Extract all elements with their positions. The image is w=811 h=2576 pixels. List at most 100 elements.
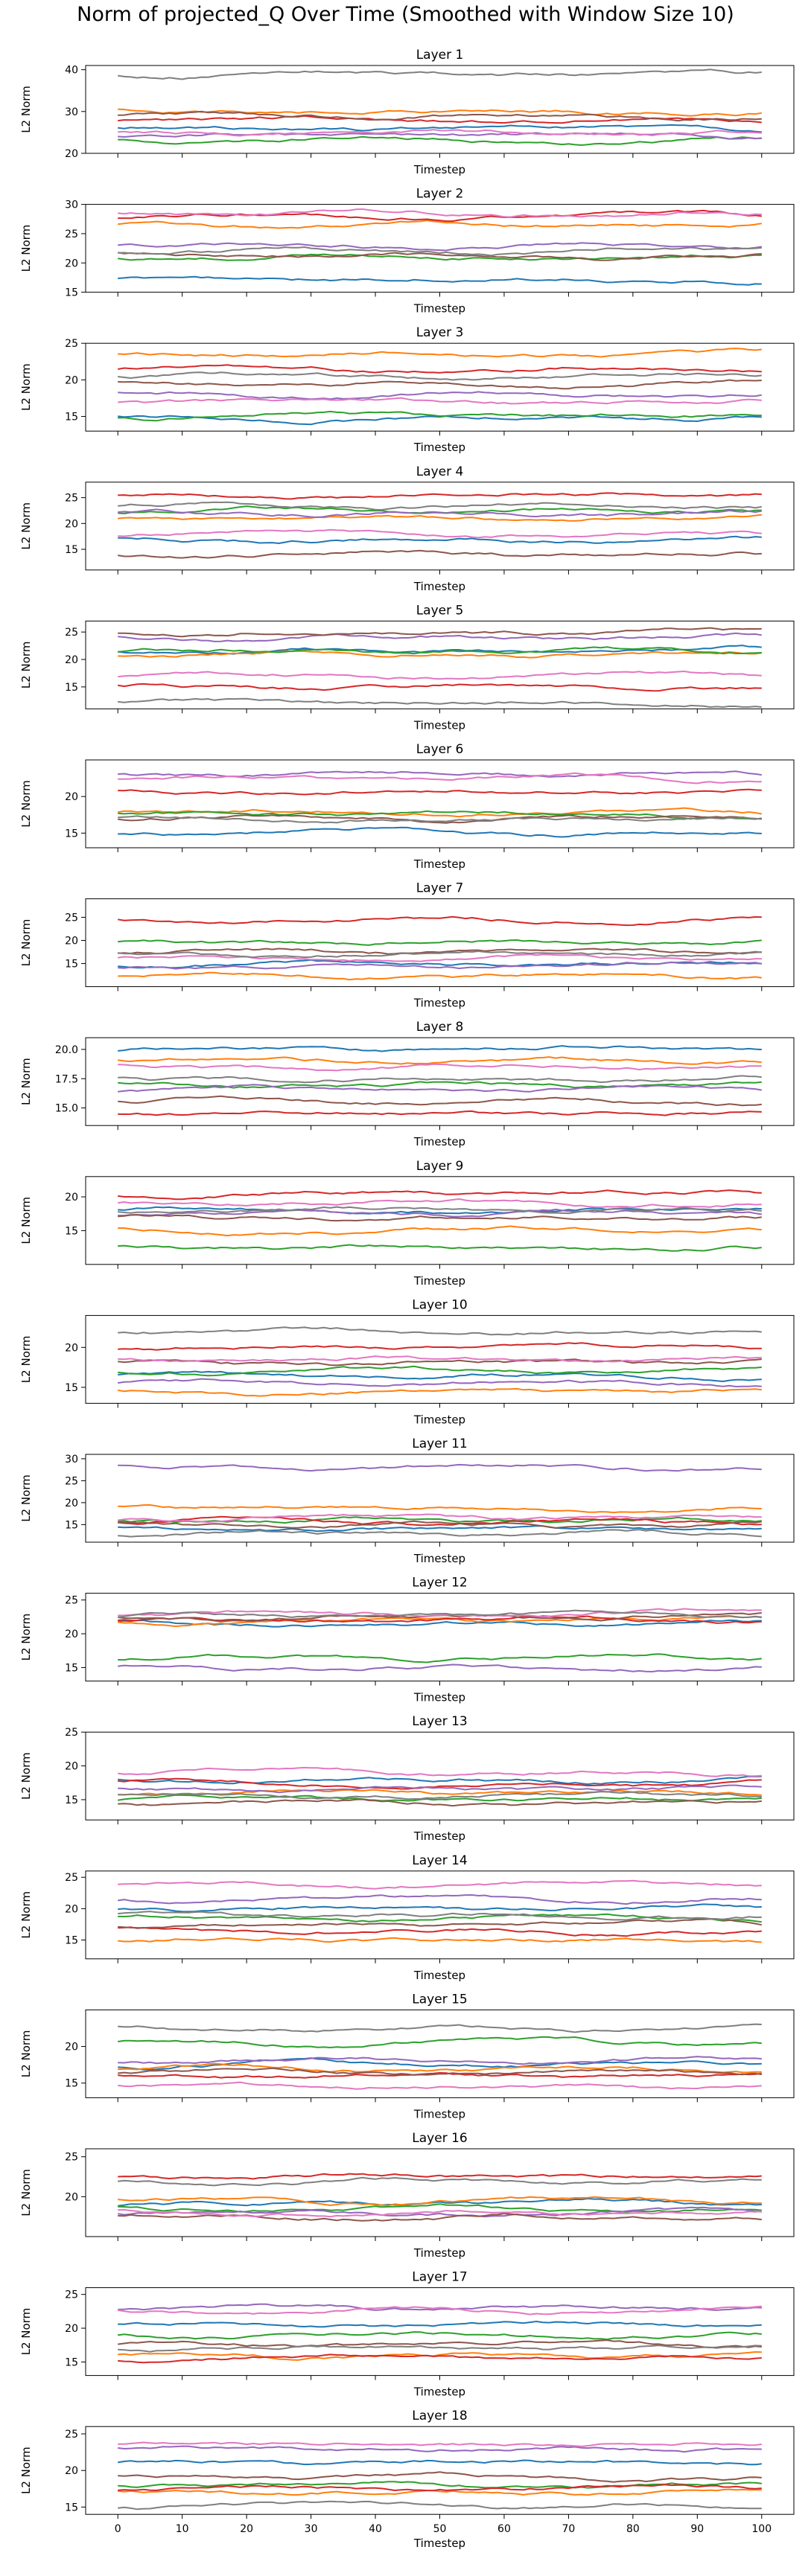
series-line (118, 1653, 762, 1663)
y-tick-label: 20 (65, 1629, 78, 1640)
series-line (118, 2481, 762, 2489)
subplot-layer-6: Layer 6 15 20 Timestep L2 Norm (19, 742, 795, 871)
series-line (118, 2081, 762, 2090)
y-axis-label: L2 Norm (19, 86, 33, 133)
y-tick-label: 25 (65, 228, 78, 240)
series-line (118, 1214, 762, 1222)
series-line (118, 2471, 762, 2483)
y-axis-label: L2 Norm (19, 642, 33, 689)
series-line (118, 1784, 762, 1794)
y-tick-label: 20 (65, 2323, 78, 2335)
x-tick-label: 50 (433, 2523, 447, 2535)
y-tick-label: 25 (65, 2152, 78, 2164)
subplot-layer-5: Layer 5 15 20 25 Timestep L2 Norm (19, 603, 795, 732)
subplot-layer-7: Layer 7 15 20 25 Timestep L2 Norm (19, 881, 795, 1010)
subplot-layer-14: Layer 14 15 20 25 Timestep L2 Norm (19, 1853, 795, 1982)
series-line (118, 379, 762, 390)
series-line (118, 1879, 762, 1890)
y-tick-label: 15 (65, 2356, 78, 2368)
y-axis-label: L2 Norm (19, 1614, 33, 1661)
series-line (118, 1110, 762, 1116)
subplot-title: Layer 17 (412, 2270, 467, 2285)
y-tick-label: 15 (65, 1935, 78, 1947)
series-line (118, 2197, 762, 2207)
series-line (118, 364, 762, 374)
series-line (118, 124, 762, 133)
series-line (118, 501, 762, 511)
subplot-title: Layer 4 (416, 464, 464, 479)
subplot-title: Layer 12 (412, 1576, 467, 1591)
subplot-layer-3: Layer 3 15 20 25 Timestep L2 Norm (19, 325, 795, 454)
y-tick-label: 20 (65, 1342, 78, 1354)
series-line (118, 1766, 762, 1777)
y-tick-label: 20 (65, 148, 78, 160)
axes-frame (85, 1593, 795, 1682)
series-line (118, 391, 762, 400)
series-line (118, 1063, 762, 1072)
series-line (118, 1937, 762, 1943)
y-tick-label: 30 (65, 199, 78, 211)
subplot-title: Layer 7 (416, 881, 464, 896)
x-axis-label: Timestep (413, 2246, 465, 2260)
series-line (118, 1529, 762, 1538)
series-line (118, 68, 762, 80)
series-line (118, 2445, 762, 2453)
y-tick-label: 20 (65, 2191, 78, 2203)
x-axis-label: Timestep (413, 718, 465, 732)
figure-title: Norm of projected_Q Over Time (Smoothed … (77, 3, 734, 26)
subplot-layer-16: Layer 16 20 25 Timestep L2 Norm (19, 2131, 795, 2260)
y-tick-label: 20.0 (55, 1044, 78, 1056)
x-tick-label: 0 (115, 2523, 121, 2535)
x-tick-label: 70 (562, 2523, 575, 2535)
series-line (118, 1775, 762, 1786)
series-line (118, 646, 762, 655)
x-axis-label: Timestep (413, 1413, 465, 1426)
series-line (118, 1798, 762, 1807)
series-line (118, 1893, 762, 1905)
subplot-title: Layer 1 (416, 48, 464, 63)
x-axis-label: Timestep (413, 857, 465, 871)
series-line (118, 252, 762, 261)
y-axis-label: L2 Norm (19, 2169, 33, 2217)
subplot-layer-10: Layer 10 15 20 Timestep L2 Norm (19, 1297, 795, 1426)
subplot-title: Layer 11 (412, 1436, 467, 1451)
series-line (118, 1926, 762, 1937)
series-line (118, 1095, 762, 1107)
x-axis-label: Timestep (413, 1969, 465, 1982)
series-line (118, 2036, 762, 2049)
x-tick-label: 30 (305, 2523, 318, 2535)
y-tick-label: 15 (65, 412, 78, 424)
series-line (118, 1387, 762, 1397)
y-axis-label: L2 Norm (19, 2308, 33, 2356)
x-axis-label: Timestep (413, 580, 465, 593)
y-tick-label: 15 (65, 1519, 78, 1531)
y-tick-label: 30 (65, 1454, 78, 1466)
series-line (118, 2303, 762, 2311)
series-line (118, 1609, 762, 1619)
y-tick-label: 25 (65, 1475, 78, 1487)
y-tick-label: 15 (65, 2078, 78, 2090)
subplot-layer-12: Layer 12 15 20 25 Timestep L2 Norm (19, 1576, 795, 1704)
y-tick-label: 17.5 (55, 1073, 78, 1085)
y-tick-label: 20 (65, 1903, 78, 1915)
series-line (118, 535, 762, 545)
series-line (118, 492, 762, 500)
subplot-layer-18: Layer 18 0 10 20 30 40 50 60 70 80 90 100 15 20 25 Time… (19, 2409, 795, 2550)
series-line (118, 1913, 762, 1923)
series-line (118, 2056, 762, 2065)
x-axis-label: Timestep (413, 997, 465, 1010)
series-line (118, 1206, 762, 1215)
subplot-title: Layer 2 (416, 187, 464, 202)
axes-frame (85, 2426, 795, 2515)
y-tick-label: 20 (65, 935, 78, 947)
y-axis-label: L2 Norm (19, 1058, 33, 1105)
y-tick-label: 15 (65, 828, 78, 840)
subplot-layer-9: Layer 9 15 20 Timestep L2 Norm (19, 1159, 795, 1288)
subplot-title: Layer 18 (412, 2409, 467, 2423)
subplot-title: Layer 5 (416, 603, 464, 618)
x-tick-label: 10 (176, 2523, 189, 2535)
y-tick-label: 20 (65, 1498, 78, 1509)
series-line (118, 410, 762, 422)
series-line (118, 1789, 762, 1796)
series-line (118, 220, 762, 229)
